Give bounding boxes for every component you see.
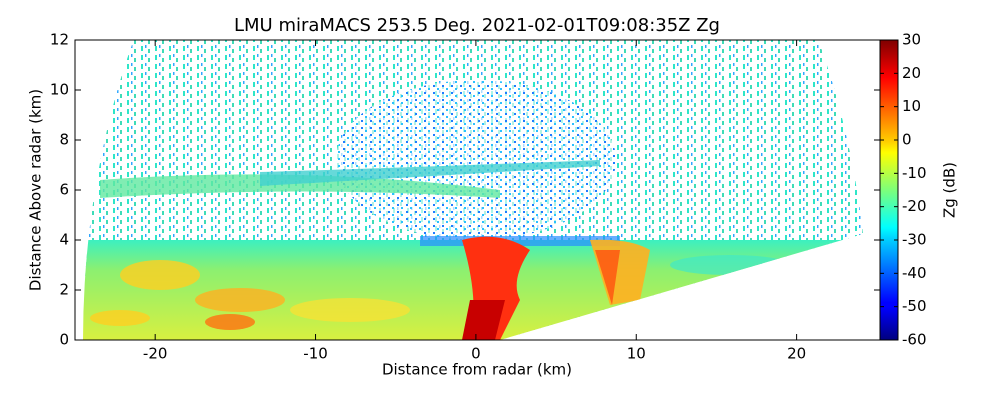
x-axis-label: Distance from radar (km) xyxy=(382,361,572,379)
colorbar xyxy=(879,39,899,341)
x-tick-label: -20 xyxy=(143,345,168,363)
y-tick-label: 4 xyxy=(59,231,69,249)
y-tick-label: 12 xyxy=(50,31,69,49)
colorbar-tick-label: -30 xyxy=(902,231,927,249)
x-tick-label: 10 xyxy=(627,345,646,363)
colorbar-tick-label: 20 xyxy=(902,64,921,82)
colorbar-tick-label: -20 xyxy=(902,197,927,215)
radar-field xyxy=(83,40,863,340)
y-tick-label: 8 xyxy=(59,131,69,149)
chart-title: LMU miraMACS 253.5 Deg. 2021-02-01T09:08… xyxy=(234,15,720,36)
colorbar-tick-label: 30 xyxy=(902,31,921,49)
colorbar-tick-label: -50 xyxy=(902,297,927,315)
x-tick-label: -10 xyxy=(303,345,328,363)
colorbar-tick-label: 0 xyxy=(902,131,912,149)
x-tick-label: 0 xyxy=(471,345,481,363)
y-tick-label: 6 xyxy=(59,181,69,199)
colorbar-tick-label: 10 xyxy=(902,97,921,115)
y-tick-label: 2 xyxy=(59,281,69,299)
colorbar-tick-label: -40 xyxy=(902,264,927,282)
y-tick-label: 10 xyxy=(50,81,69,99)
x-tick-label: 20 xyxy=(787,345,806,363)
y-axis-label: Distance Above radar (km) xyxy=(27,89,45,291)
y-tick-label: 0 xyxy=(59,331,69,349)
colorbar-tick-label: -10 xyxy=(902,164,927,182)
colorbar-tick-label: -60 xyxy=(902,331,927,349)
colorbar-label: Zg (dB) xyxy=(941,162,959,218)
